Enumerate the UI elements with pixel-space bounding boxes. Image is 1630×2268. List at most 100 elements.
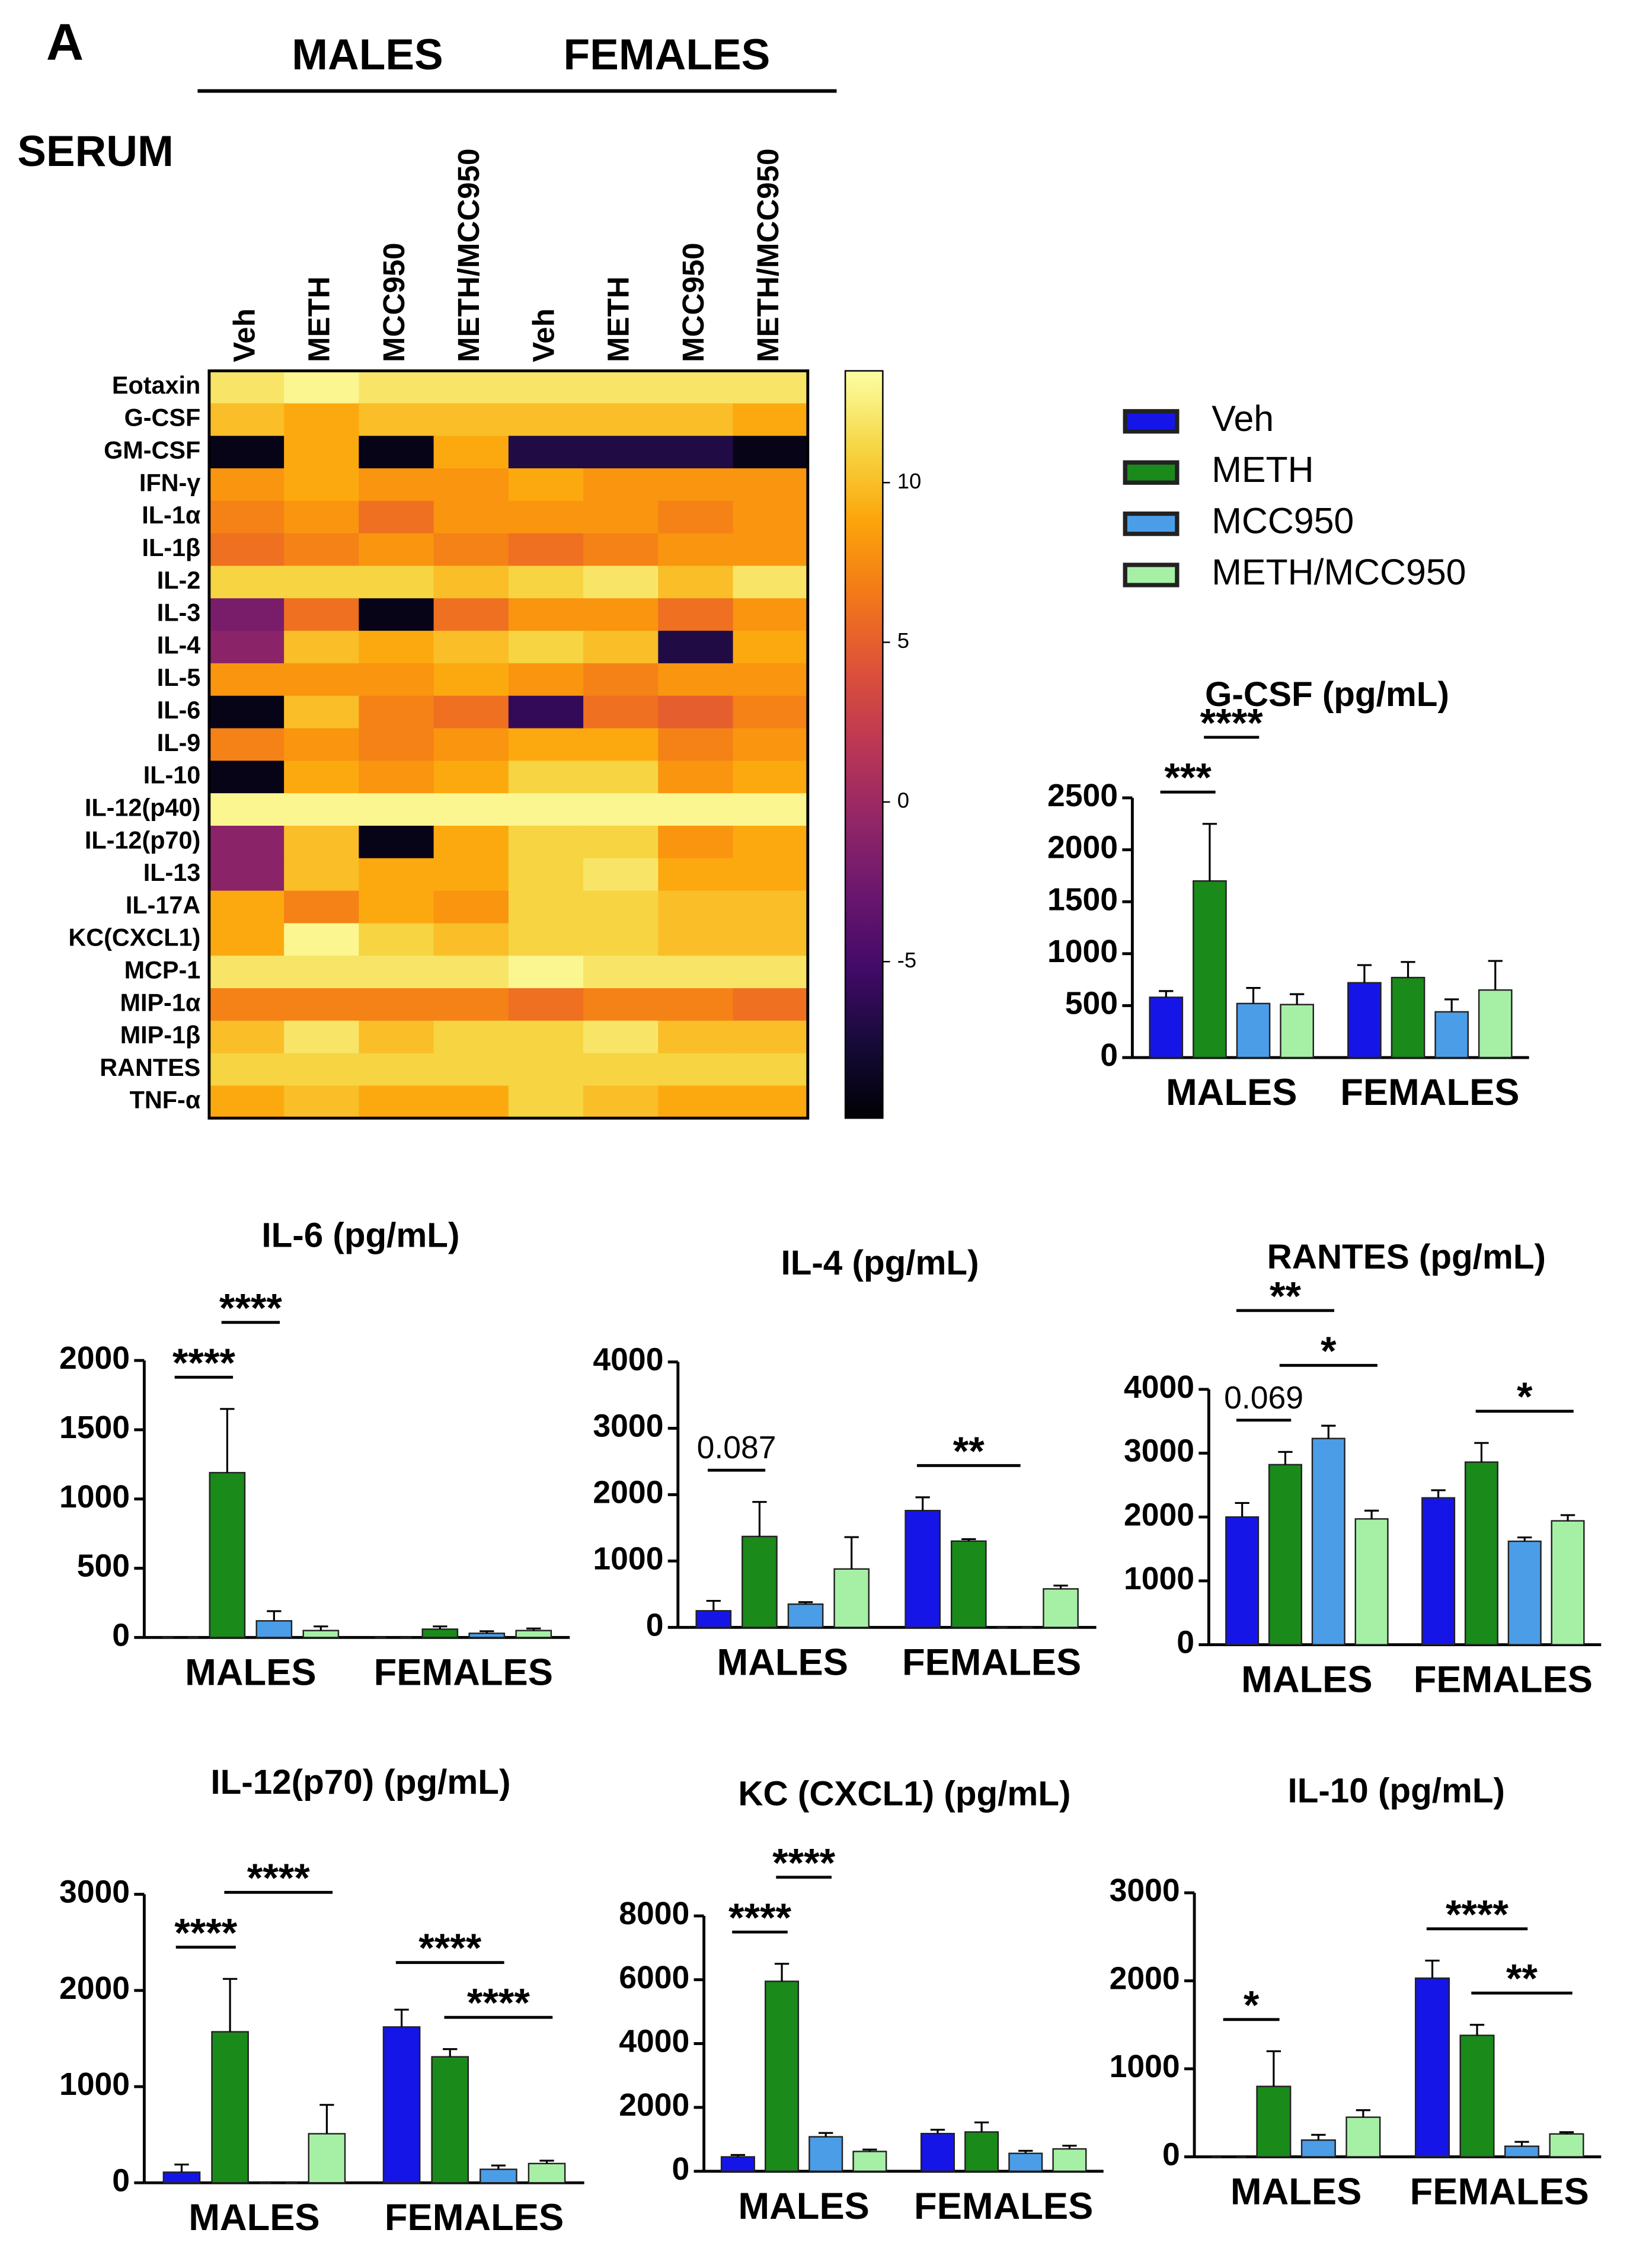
significance-label: **: [1270, 1273, 1302, 1318]
y-tick-label: 4000: [619, 2024, 689, 2059]
heatmap-cell: [284, 988, 360, 1021]
row-label: G-CSF: [124, 404, 201, 432]
legend-label: MCC950: [1212, 501, 1354, 541]
heatmap-cell: [433, 1020, 509, 1054]
row-label: IL-3: [157, 599, 201, 627]
heatmap-cell: [508, 858, 584, 892]
heatmap-cell: [733, 468, 808, 501]
y-tick-label: 2000: [593, 1475, 663, 1510]
error-bar: [730, 2154, 746, 2157]
heatmap-cell: [733, 533, 808, 567]
row-label: Eotaxin: [112, 372, 200, 399]
heatmap-cell: [433, 1085, 509, 1119]
column-label: Veh: [526, 308, 560, 362]
y-tick-label: 2000: [59, 1341, 130, 1376]
x-tick-label: FEMALES: [902, 1641, 1081, 1683]
error-bar: [1474, 1442, 1489, 1462]
heatmap-cell: [433, 663, 509, 697]
heatmap-cell: [433, 923, 509, 957]
bar: [1280, 1004, 1314, 1059]
chart-title: IL-4 (pg/mL): [781, 1244, 979, 1282]
heatmap-cell: [508, 1085, 584, 1119]
bar: [1421, 1497, 1456, 1646]
error-bar: [480, 1630, 494, 1634]
heatmap-cell: [733, 956, 808, 989]
heatmap-cell: [658, 923, 734, 957]
significance-label: ****: [418, 1925, 482, 1970]
x-tick-label: FEMALES: [374, 1652, 553, 1693]
bar: [515, 1630, 552, 1638]
row-label: GM-CSF: [104, 437, 200, 464]
significance-label: ****: [172, 1340, 236, 1385]
error-bar: [862, 2148, 877, 2152]
error-bar: [1246, 987, 1261, 1004]
heatmap-cell: [359, 890, 434, 924]
heatmap-cell: [359, 761, 434, 794]
y-tick-label: 8000: [619, 1896, 689, 1931]
heatmap-cell: [433, 988, 509, 1021]
significance-label: ****: [1200, 700, 1264, 745]
x-tick-label: MALES: [717, 1641, 848, 1683]
y-tick-label: 3000: [59, 1875, 130, 1910]
heatmap-cell: [583, 631, 659, 664]
heatmap-cell: [284, 793, 360, 826]
row-label: IL-2: [157, 567, 201, 594]
bar: [162, 2171, 201, 2184]
error-bar: [222, 1978, 238, 2032]
x-tick-label: MALES: [188, 2197, 319, 2238]
bar: [528, 2162, 566, 2184]
error-bar: [1202, 823, 1217, 881]
heatmap-cell: [209, 1053, 285, 1087]
heatmap-cell: [433, 566, 509, 599]
significance-label: ****: [467, 1980, 530, 2026]
bar: [1549, 2133, 1584, 2158]
y-tick-label: 1500: [1047, 882, 1118, 917]
heatmap-cell: [733, 500, 808, 534]
row-label: IFN-γ: [139, 469, 200, 496]
y-tick-label: 0: [112, 2163, 130, 2198]
heatmap-cell: [733, 1085, 808, 1119]
significance-label: *: [1244, 1982, 1260, 2027]
bar: [1268, 1464, 1302, 1646]
row-label: IL-10: [143, 762, 201, 789]
row-label: IL-17A: [126, 892, 200, 919]
error-bar: [220, 1408, 235, 1473]
error-bar: [1517, 1537, 1532, 1542]
heatmap-cell: [508, 793, 584, 826]
heatmap-cell: [658, 468, 734, 501]
error-bar: [1311, 2133, 1326, 2141]
heatmap-cell: [359, 1020, 434, 1054]
error-bar: [1559, 2131, 1574, 2134]
heatmap-cell: [733, 761, 808, 794]
y-tick-label: 1000: [593, 1541, 663, 1576]
heatmap-cell: [658, 695, 734, 729]
bar: [1256, 2085, 1292, 2158]
heatmap-cell: [209, 728, 285, 762]
panel-label: A: [46, 13, 84, 71]
heatmap-cell: [433, 890, 509, 924]
heatmap-cell: [733, 923, 808, 957]
heatmap-cell: [359, 533, 434, 567]
column-group-label: MALES: [292, 31, 443, 79]
bar: [1464, 1461, 1498, 1646]
heatmap-cell: [209, 1020, 285, 1054]
bar: [833, 1568, 870, 1628]
error-bar: [433, 1625, 448, 1630]
x-tick-label: FEMALES: [1410, 2171, 1589, 2212]
row-label: IL-1α: [142, 501, 200, 529]
heatmap-cell: [284, 631, 360, 664]
heatmap-cell: [433, 793, 509, 826]
heatmap-cell: [284, 403, 360, 437]
heatmap-cell: [433, 695, 509, 729]
heatmap-cell: [284, 500, 360, 534]
heatmap-cell: [209, 890, 285, 924]
bar: [1225, 1516, 1260, 1646]
bar: [1149, 996, 1184, 1059]
y-tick-label: 3000: [1110, 1873, 1180, 1908]
heatmap-cell: [433, 761, 509, 794]
legend-swatch: [1123, 460, 1180, 485]
heatmap-cell: [733, 370, 808, 404]
heatmap-cell: [733, 566, 808, 599]
heatmap-cell: [658, 403, 734, 437]
bar: [1345, 2116, 1381, 2158]
